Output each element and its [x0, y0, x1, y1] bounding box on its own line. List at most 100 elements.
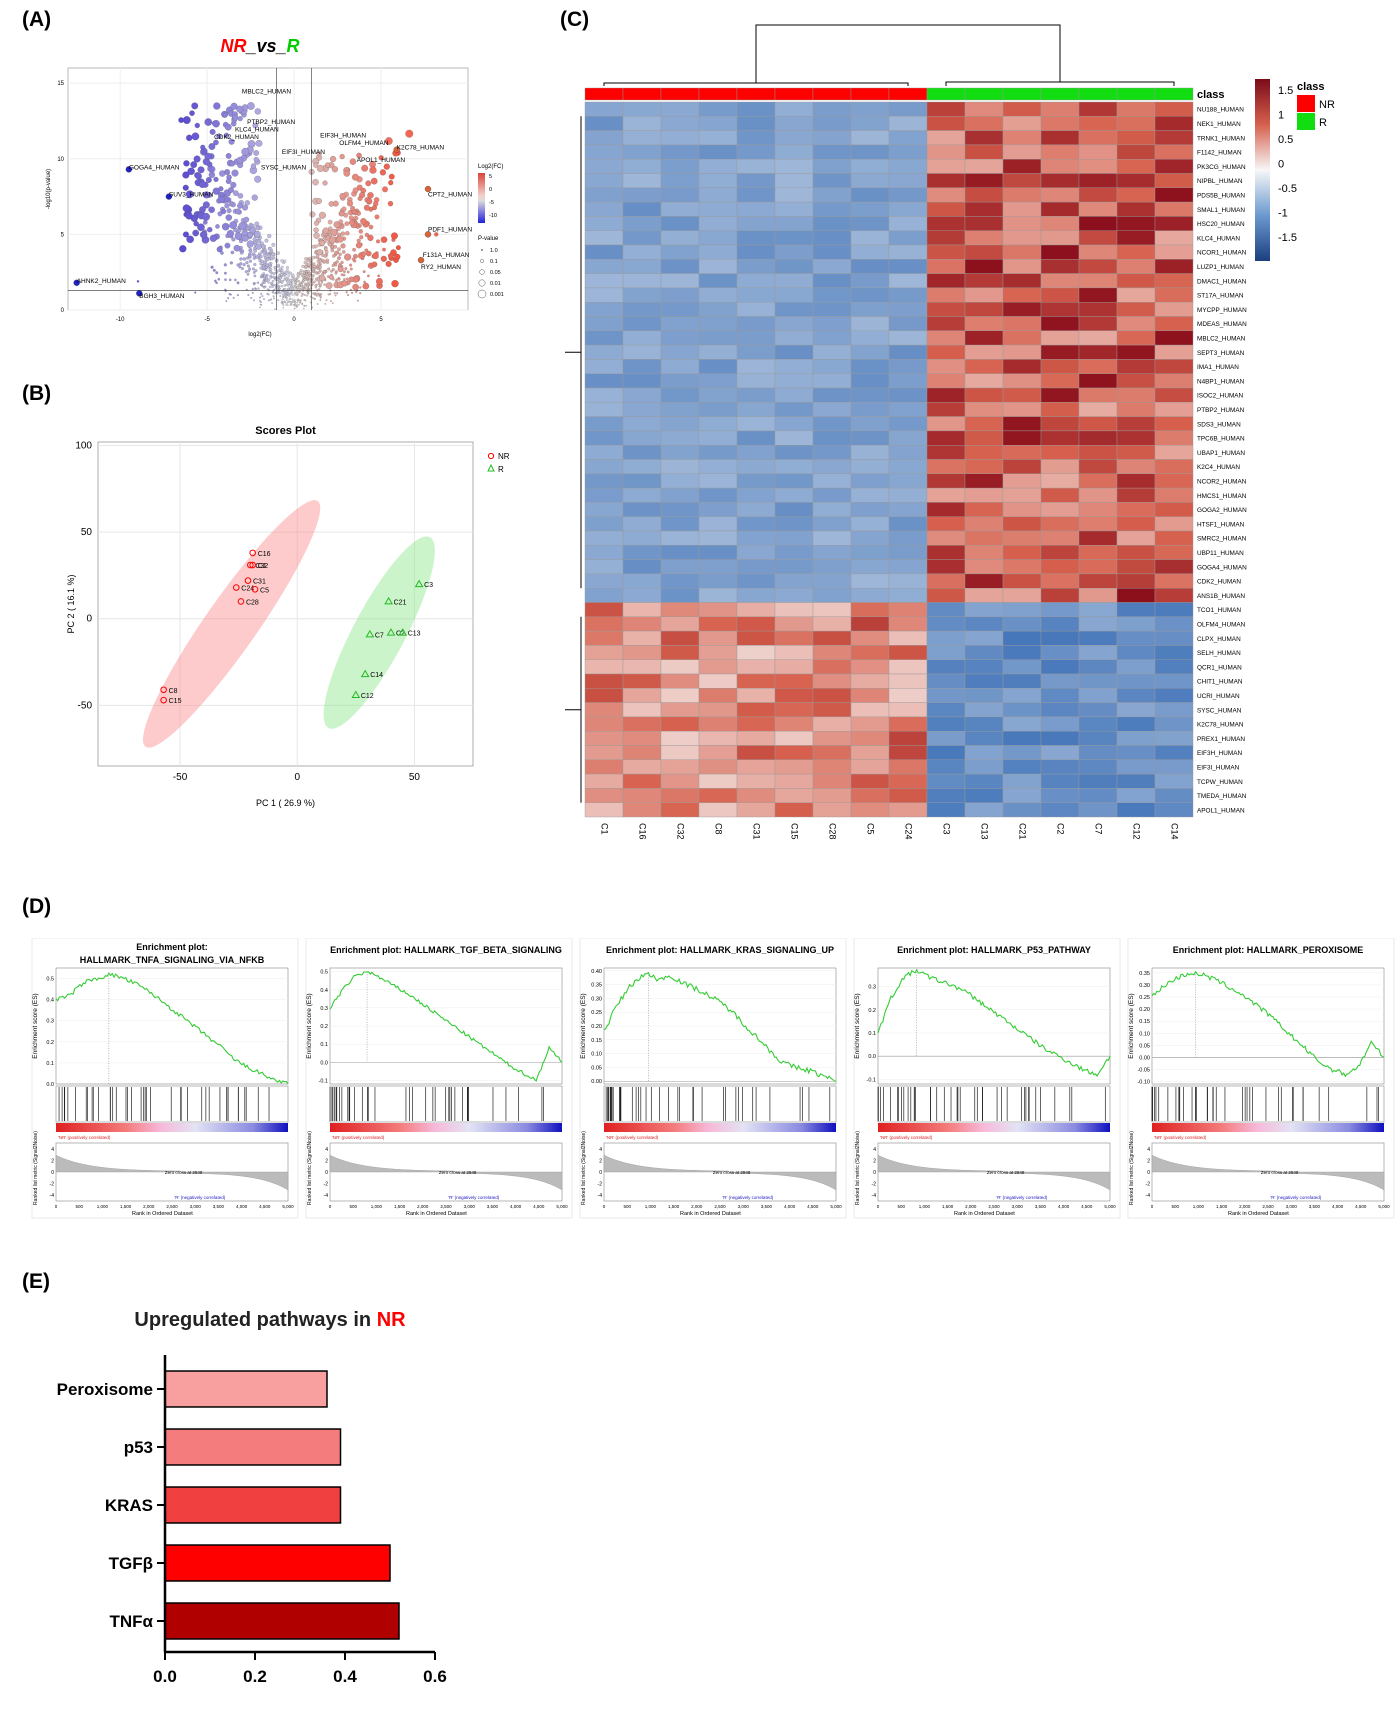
volcano-point [391, 232, 398, 240]
heatmap-cell [774, 716, 814, 732]
heatmap-cell [660, 158, 700, 174]
volcano-gene-label: EIF3I_HUMAN [282, 149, 325, 156]
volcano-points [73, 102, 439, 310]
volcano-point [285, 294, 288, 297]
heatmap-cell [1040, 216, 1080, 231]
heatmap-cell [1116, 216, 1156, 231]
heatmap-cell [850, 216, 890, 231]
volcano-point [273, 297, 275, 300]
heatmap-column-label: C16 [638, 823, 648, 840]
volcano-point [245, 278, 248, 282]
heatmap-cell [584, 344, 624, 360]
volcano-point [316, 249, 323, 256]
heatmap-cell [1154, 116, 1194, 131]
heatmap-cell [698, 731, 738, 746]
volcano-point [229, 261, 233, 265]
gsea-xtick: 4,000 [784, 1204, 796, 1209]
volcano-gene-label: PTBP2_HUMAN [247, 119, 295, 126]
heatmap-cell [926, 316, 966, 332]
heatmap-cell [736, 201, 776, 217]
heatmap-cell [812, 745, 852, 761]
heatmap-cell [926, 502, 966, 517]
heatmap-cell [622, 588, 662, 603]
heatmap-cell [850, 116, 890, 131]
volcano-point [282, 304, 285, 307]
bar-xtick: 0.6 [423, 1667, 447, 1686]
heatmap-cell [1154, 716, 1194, 732]
volcano-point [387, 253, 394, 259]
heatmap-cell [964, 216, 1004, 231]
heatmap-cell [1078, 273, 1118, 289]
gsea-xtick: 0 [329, 1204, 332, 1209]
volcano-point [202, 212, 210, 221]
gsea-rank-ytick: 2 [325, 1158, 328, 1164]
gsea-xtick: 2,500 [714, 1204, 726, 1209]
class-bar-cell [888, 87, 928, 101]
heatmap-cell [774, 158, 814, 174]
heatmap-cell [1002, 673, 1042, 689]
pca-r-point [360, 669, 370, 678]
heatmap-cell [584, 201, 624, 217]
heatmap-cell [1078, 230, 1118, 246]
gsea-es-ytick: 0.1 [46, 1061, 54, 1067]
heatmap-cell [774, 287, 814, 303]
heatmap-cell [1116, 588, 1156, 603]
volcano-point [343, 270, 346, 274]
heatmap-cell [698, 773, 738, 789]
gsea-es-ytick: 0.20 [1139, 1007, 1150, 1013]
volcano-point [362, 282, 370, 290]
volcano-point [217, 195, 225, 203]
heatmap-cell [926, 287, 966, 303]
volcano-gene-label: EIF3H_HUMAN [320, 133, 366, 140]
heatmap-cell [812, 545, 852, 560]
pca-ytick: -50 [78, 700, 93, 711]
heatmap-cell [1002, 445, 1042, 460]
volcano-point [217, 277, 221, 281]
gsea-xtick: 4,000 [1332, 1204, 1344, 1209]
volcano-point [242, 235, 249, 242]
heatmap-cell [1078, 645, 1118, 660]
volcano-title-nr: NR [220, 36, 246, 56]
heatmap-cell [774, 773, 814, 789]
bar-title-prefix: Upregulated pathways in [134, 1309, 376, 1331]
heatmap-cell [622, 273, 662, 289]
heatmap-cell [622, 559, 662, 575]
gsea-xtick: 500 [1171, 1204, 1179, 1209]
volcano-point [230, 201, 236, 208]
heatmap-cell [850, 473, 890, 489]
gsea-rank-ylabel: Ranked list metric (Signal2Noise) [307, 1131, 313, 1205]
volcano-point [331, 263, 335, 268]
heatmap-cell [1078, 201, 1118, 217]
heatmap-cell [926, 116, 966, 131]
gsea-zero-cross: Zero cross at 2848 [713, 1170, 751, 1175]
heatmap-cell [1078, 187, 1118, 203]
heatmap-cell [1154, 287, 1194, 303]
pca-nr-point [232, 584, 240, 591]
bar-peroxisome [164, 1370, 328, 1408]
heatmap-cell [622, 659, 662, 675]
heatmap-cell [622, 201, 662, 217]
heatmap-cell [1078, 716, 1118, 732]
heatmap-cell [1116, 731, 1156, 746]
volcano-point [301, 264, 305, 268]
heatmap-cell [888, 788, 928, 803]
class-bar-cell [584, 87, 624, 101]
heatmap-cell [888, 502, 928, 517]
heatmap-cell [584, 144, 624, 160]
volcano-point [226, 208, 232, 214]
gsea-xtick: 1,000 [919, 1204, 931, 1209]
heatmap-row-label: HTSF1_HUMAN [1197, 521, 1245, 528]
heatmap-cell [1040, 273, 1080, 289]
heatmap-cell [774, 616, 814, 632]
heatmap-cell [660, 359, 700, 374]
heatmap-cell [774, 688, 814, 703]
volcano-point [165, 193, 173, 200]
volcano-point [229, 293, 232, 296]
heatmap-cell [774, 802, 814, 818]
heatmap-cell [622, 302, 662, 317]
volcano-point [227, 297, 230, 300]
volcano-gene-label: PDF1_HUMAN [428, 226, 472, 233]
heatmap-cell [1154, 402, 1194, 417]
heatmap-cell [622, 187, 662, 203]
volcano-point [325, 258, 330, 262]
